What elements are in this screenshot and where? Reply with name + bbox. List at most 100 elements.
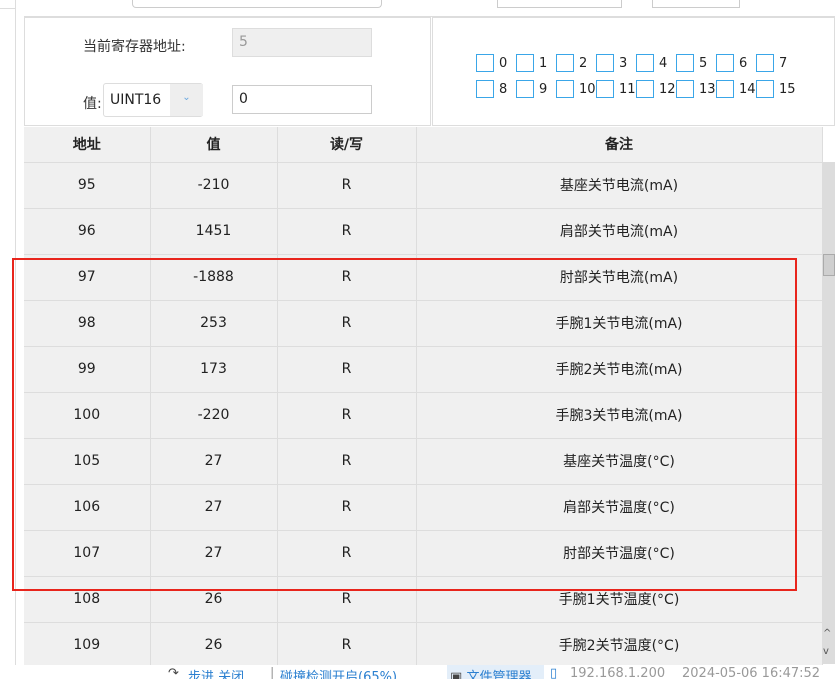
bit-checkbox-3[interactable]: 3	[596, 54, 636, 72]
cell-rw[interactable]: R	[277, 254, 417, 301]
cell-note[interactable]: 肘部关节电流(mA)	[416, 254, 823, 301]
cell-note[interactable]: 肩部关节温度(°C)	[416, 484, 823, 531]
cell-value[interactable]: 26	[150, 576, 278, 623]
cell-rw[interactable]: R	[277, 208, 417, 255]
cell-rw[interactable]: R	[277, 438, 417, 485]
bit-checkbox-2[interactable]: 2	[556, 54, 596, 72]
cell-rw[interactable]: R	[277, 300, 417, 347]
table-row[interactable]: 106 27 R 肩部关节温度(°C)	[24, 484, 823, 531]
top-input-2[interactable]	[652, 0, 740, 8]
checkbox[interactable]	[716, 80, 734, 98]
cell-address[interactable]: 98	[24, 300, 151, 347]
bit-checkbox-1[interactable]: 1	[516, 54, 556, 72]
cell-address[interactable]: 95	[24, 162, 151, 209]
header-value[interactable]: 值	[150, 127, 278, 163]
bit-checkbox-11[interactable]: 11	[596, 80, 636, 98]
bit-checkbox-6[interactable]: 6	[716, 54, 756, 72]
checkbox[interactable]	[556, 54, 574, 72]
bit-checkbox-14[interactable]: 14	[716, 80, 756, 98]
scroll-down-icon[interactable]: v	[823, 646, 829, 657]
scrollbar-thumb[interactable]	[823, 254, 835, 276]
table-row[interactable]: 99 173 R 手腕2关节电流(mA)	[24, 346, 823, 393]
cell-note[interactable]: 手腕2关节温度(°C)	[416, 622, 823, 669]
top-dropdown[interactable]	[132, 0, 382, 8]
cell-value[interactable]: -1888	[150, 254, 278, 301]
table-row[interactable]: 100 -220 R 手腕3关节电流(mA)	[24, 392, 823, 439]
checkbox[interactable]	[516, 54, 534, 72]
checkbox[interactable]	[676, 80, 694, 98]
cell-rw[interactable]: R	[277, 530, 417, 577]
bit-checkbox-5[interactable]: 5	[676, 54, 716, 72]
header-note[interactable]: 备注	[416, 127, 823, 163]
cell-rw[interactable]: R	[277, 576, 417, 623]
bit-checkbox-8[interactable]: 8	[476, 80, 516, 98]
vertical-scrollbar[interactable]	[822, 162, 835, 664]
cell-rw[interactable]: R	[277, 162, 417, 209]
checkbox[interactable]	[516, 80, 534, 98]
checkbox[interactable]	[756, 80, 774, 98]
cell-note[interactable]: 基座关节温度(°C)	[416, 438, 823, 485]
cell-rw[interactable]: R	[277, 392, 417, 439]
step-status[interactable]: 步进 关闭	[188, 670, 245, 679]
scroll-up-icon[interactable]: ^	[823, 628, 832, 639]
cell-value[interactable]: 173	[150, 346, 278, 393]
checkbox[interactable]	[756, 54, 774, 72]
collision-status[interactable]: 碰撞检测开启(65%)	[280, 670, 398, 679]
cell-address[interactable]: 97	[24, 254, 151, 301]
cell-address[interactable]: 100	[24, 392, 151, 439]
table-row[interactable]: 95 -210 R 基座关节电流(mA)	[24, 162, 823, 209]
checkbox[interactable]	[676, 54, 694, 72]
cell-note[interactable]: 基座关节电流(mA)	[416, 162, 823, 209]
bit-checkbox-0[interactable]: 0	[476, 54, 516, 72]
cell-note[interactable]: 肘部关节温度(°C)	[416, 530, 823, 577]
bit-checkbox-9[interactable]: 9	[516, 80, 556, 98]
table-row[interactable]: 109 26 R 手腕2关节温度(°C)	[24, 622, 823, 669]
cell-address[interactable]: 108	[24, 576, 151, 623]
cell-value[interactable]: 26	[150, 622, 278, 669]
cell-address[interactable]: 106	[24, 484, 151, 531]
bit-checkbox-15[interactable]: 15	[756, 80, 796, 98]
cell-address[interactable]: 109	[24, 622, 151, 669]
cell-value[interactable]: 253	[150, 300, 278, 347]
file-manager-button[interactable]: ▣ 文件管理器	[447, 665, 544, 679]
checkbox[interactable]	[636, 80, 654, 98]
header-rw[interactable]: 读/写	[277, 127, 417, 163]
cell-address[interactable]: 105	[24, 438, 151, 485]
bit-checkbox-4[interactable]: 4	[636, 54, 676, 72]
checkbox[interactable]	[556, 80, 574, 98]
cell-note[interactable]: 手腕2关节电流(mA)	[416, 346, 823, 393]
checkbox[interactable]	[476, 54, 494, 72]
checkbox[interactable]	[596, 80, 614, 98]
top-input-1[interactable]	[497, 0, 622, 8]
header-address[interactable]: 地址	[24, 127, 151, 163]
cell-value[interactable]: -220	[150, 392, 278, 439]
bit-checkbox-12[interactable]: 12	[636, 80, 676, 98]
table-row[interactable]: 97 -1888 R 肘部关节电流(mA)	[24, 254, 823, 301]
cell-value[interactable]: 27	[150, 438, 278, 485]
cell-value[interactable]: 27	[150, 484, 278, 531]
chevron-down-icon[interactable]: ⌄	[170, 84, 203, 116]
checkbox[interactable]	[636, 54, 654, 72]
cell-note[interactable]: 手腕3关节电流(mA)	[416, 392, 823, 439]
cell-rw[interactable]: R	[277, 346, 417, 393]
table-row[interactable]: 108 26 R 手腕1关节温度(°C)	[24, 576, 823, 623]
bit-checkbox-7[interactable]: 7	[756, 54, 796, 72]
type-select[interactable]: UINT16 ⌄	[103, 83, 203, 117]
cell-rw[interactable]: R	[277, 622, 417, 669]
checkbox[interactable]	[476, 80, 494, 98]
table-row[interactable]: 98 253 R 手腕1关节电流(mA)	[24, 300, 823, 347]
cell-value[interactable]: -210	[150, 162, 278, 209]
cell-note[interactable]: 手腕1关节电流(mA)	[416, 300, 823, 347]
table-row[interactable]: 96 1451 R 肩部关节电流(mA)	[24, 208, 823, 255]
cell-address[interactable]: 96	[24, 208, 151, 255]
table-row[interactable]: 105 27 R 基座关节温度(°C)	[24, 438, 823, 485]
cell-note[interactable]: 肩部关节电流(mA)	[416, 208, 823, 255]
cell-value[interactable]: 1451	[150, 208, 278, 255]
bit-checkbox-13[interactable]: 13	[676, 80, 716, 98]
checkbox[interactable]	[716, 54, 734, 72]
cell-rw[interactable]: R	[277, 484, 417, 531]
cell-address[interactable]: 99	[24, 346, 151, 393]
cell-note[interactable]: 手腕1关节温度(°C)	[416, 576, 823, 623]
cell-address[interactable]: 107	[24, 530, 151, 577]
bit-checkbox-10[interactable]: 10	[556, 80, 596, 98]
